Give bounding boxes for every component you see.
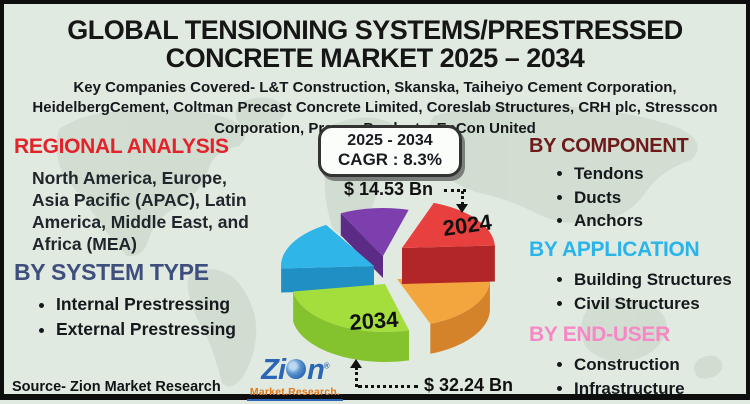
list-item: Anchors xyxy=(574,211,742,232)
arrow-down-icon xyxy=(456,204,468,213)
source-text: Source- Zion Market Research xyxy=(12,379,221,395)
logo-subtext: Market.Research. xyxy=(247,386,343,401)
dotted-leader-2034-v xyxy=(355,367,358,387)
list-item: Tendons xyxy=(574,164,742,185)
arrow-up-icon xyxy=(350,359,362,368)
application-list: Building Structures Civil Structures xyxy=(552,270,750,317)
cagr-period: 2025 - 2034 xyxy=(347,132,433,149)
system-type-list: Internal Prestressing External Prestress… xyxy=(34,294,264,345)
regional-analysis-heading: REGIONAL ANALYSIS xyxy=(14,135,229,158)
list-item: Construction xyxy=(574,355,750,376)
cagr-callout-box: 2025 - 2034 CAGR : 8.3% xyxy=(318,125,462,177)
list-item: Internal Prestressing xyxy=(56,294,264,315)
market-value-2034-label: $ 32.24 Bn xyxy=(424,375,514,395)
list-item: External Prestressing xyxy=(56,319,264,340)
list-item: Building Structures xyxy=(574,270,750,291)
pie-slice-label: 2034 xyxy=(349,307,400,335)
globe-icon xyxy=(286,359,307,379)
dotted-leader-2024 xyxy=(444,189,466,192)
by-system-type-heading: BY SYSTEM TYPE xyxy=(14,259,209,285)
list-item: Civil Structures xyxy=(574,294,750,315)
logo-wordmark: Zi n® xyxy=(261,354,330,386)
regional-analysis-body: North America, Europe, Asia Pacific (APA… xyxy=(32,168,249,254)
component-list: Tendons Ducts Anchors xyxy=(552,164,742,235)
list-item: Infrastructure xyxy=(574,379,750,400)
by-component-heading: BY COMPONENT xyxy=(529,135,689,157)
market-value-2024-label: $ 14.53 Bn xyxy=(344,179,434,199)
by-application-heading: BY APPLICATION xyxy=(529,238,700,261)
dotted-leader-2034 xyxy=(358,385,418,388)
list-item: Ducts xyxy=(574,188,742,209)
cagr-value: CAGR : 8.3% xyxy=(338,150,442,169)
page-title: GLOBAL TENSIONING SYSTEMS/PRESTRESSED CO… xyxy=(67,15,683,74)
key-companies-text: Key Companies Covered- L&T Construction,… xyxy=(32,79,718,137)
registered-mark: ® xyxy=(323,361,330,371)
by-end-user-heading: BY END-USER xyxy=(529,323,671,346)
zion-market-research-logo: Zi n® Market.Research. xyxy=(247,356,343,401)
end-user-list: Construction Infrastructure xyxy=(552,355,750,402)
dotted-leader-2024-v xyxy=(461,191,464,205)
